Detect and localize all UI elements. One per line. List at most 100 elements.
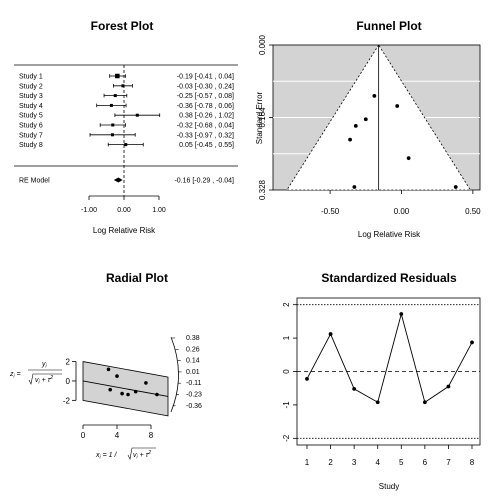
residuals-x-tick-label: 5 — [399, 458, 404, 467]
residuals-y-tick-label: 1 — [282, 335, 291, 340]
residuals-y-tick-label: 0 — [282, 369, 291, 374]
residuals-point — [328, 332, 333, 336]
radial-arc — [170, 336, 179, 413]
radial-arc-label: -0.23 — [186, 392, 202, 399]
forest-x-tick-label: -1.00 — [81, 207, 97, 214]
funnel-y-tick-label: 0.000 — [258, 34, 267, 55]
radial-point — [155, 392, 159, 397]
funnel-title: Funnel Plot — [356, 19, 421, 33]
forest-x-tick-label: 0.00 — [117, 207, 131, 214]
forest-estimate-marker — [115, 73, 120, 79]
funnel-point — [363, 117, 368, 122]
radial-ylabel-formula: zi = yi vi + τ2 — [9, 361, 62, 386]
radial-title: Radial Plot — [106, 271, 168, 285]
forest-summary-label: RE Model — [19, 178, 50, 185]
svg-text:vi + τ2: vi + τ2 — [133, 450, 151, 461]
radial-arc-label: -0.36 — [186, 403, 202, 410]
forest-row: Study 2 -0.03 [-0.30 , 0.24] — [19, 83, 234, 90]
funnel-point — [406, 156, 411, 161]
funnel-plot: Funnel Plot -0.50 0.00 0.50 0.000 0.164 0.328… — [255, 19, 481, 239]
forest-estimate-text: -0.36 [-0.78 , 0.06] — [177, 103, 234, 110]
residuals-point — [422, 400, 427, 405]
forest-study-label: Study 6 — [19, 123, 43, 130]
forest-row: Study 7 -0.33 [-0.97 , 0.32] — [19, 132, 234, 139]
radial-plot: Radial Plot 0 4 8 2 0 -2 0.38 0.26 0.14 0.01 -0.1… — [9, 271, 202, 461]
radial-fit-line — [82, 380, 169, 397]
svg-text:yi: yi — [41, 361, 48, 370]
forest-row: Study 3 -0.25 [-0.57 , 0.08] — [19, 93, 234, 100]
forest-estimate-text: -0.03 [-0.30 , 0.24] — [177, 83, 234, 90]
forest-title: Forest Plot — [91, 19, 154, 33]
residuals-xlabel: Study — [379, 482, 399, 491]
radial-point — [108, 387, 112, 392]
residuals-point — [446, 384, 451, 389]
forest-study-label: Study 1 — [19, 74, 43, 81]
radial-arc-label: -0.11 — [186, 380, 202, 387]
svg-text:zi =: zi = — [9, 371, 21, 380]
funnel-point — [348, 137, 352, 142]
forest-summary-text: -0.16 [-0.29 , -0.04] — [174, 178, 234, 185]
residuals-point — [399, 312, 404, 316]
forest-estimate-marker — [113, 94, 117, 98]
forest-estimate-text: -0.25 [-0.57 , 0.08] — [177, 93, 234, 100]
funnel-x-tick-label: 0.50 — [465, 207, 481, 216]
radial-arc-label: 0.38 — [186, 335, 200, 342]
forest-row: Study 5 0.38 [-0.26 , 1.02] — [19, 113, 234, 120]
residuals-x-tick-label: 2 — [328, 458, 333, 467]
radial-point — [115, 374, 119, 378]
radial-point — [126, 392, 130, 397]
svg-text:vi + τ2: vi + τ2 — [35, 375, 53, 386]
radial-y-tick-label: 0 — [66, 377, 71, 386]
residuals-y-tick-label: -2 — [282, 434, 291, 442]
forest-row: Study 4 -0.36 [-0.78 , 0.06] — [19, 103, 234, 110]
radial-x-tick-label: 0 — [81, 431, 86, 440]
funnel-point — [353, 123, 358, 128]
residuals-point — [352, 386, 357, 391]
forest-estimate-text: -0.19 [-0.41 , 0.04] — [177, 74, 234, 81]
residuals-x-tick-label: 7 — [446, 458, 451, 467]
forest-study-label: Study 3 — [19, 93, 43, 100]
forest-estimate-text: 0.05 [-0.45 , 0.55] — [179, 142, 234, 149]
forest-estimate-text: -0.32 [-0.68 , 0.04] — [177, 123, 234, 130]
forest-estimate-marker — [124, 143, 128, 147]
forest-estimate-marker — [135, 113, 139, 117]
forest-x-tick-label: 1.00 — [152, 207, 166, 214]
radial-point — [106, 367, 111, 372]
forest-study-label: Study 8 — [19, 142, 43, 149]
residuals-point — [470, 340, 474, 345]
forest-study-label: Study 2 — [19, 83, 43, 90]
forest-x-axis: -1.00 0.00 1.00 — [81, 195, 166, 214]
radial-y-tick-label: -2 — [63, 396, 71, 405]
funnel-point — [352, 185, 357, 189]
funnel-x-tick-label: -0.50 — [321, 207, 340, 216]
funnel-xlabel: Log Relative Risk — [358, 230, 421, 239]
funnel-x-tick-label: 0.00 — [394, 207, 410, 216]
radial-xlabel-formula: xi = 1 / vi + τ2 — [95, 447, 156, 461]
funnel-y-tick-label: 0.328 — [258, 179, 267, 200]
radial-point — [144, 381, 148, 385]
radial-arc-label: 0.14 — [186, 358, 200, 365]
radial-arc-label: 0.01 — [186, 369, 200, 376]
forest-plot: Forest Plot Study 1 -0.19 [-0.41 , 0.04] S… — [14, 19, 238, 235]
residuals-line — [306, 312, 473, 403]
residuals-x-tick-label: 6 — [423, 458, 428, 467]
residuals-x-tick-label: 3 — [352, 458, 357, 467]
forest-estimate-text: -0.33 [-0.97 , 0.32] — [177, 132, 234, 139]
funnel-point — [372, 93, 377, 98]
forest-summary-diamond — [113, 177, 123, 183]
forest-summary-row: RE Model -0.16 [-0.29 , -0.04] — [19, 177, 234, 185]
funnel-point — [453, 185, 458, 189]
funnel-point — [395, 104, 400, 108]
residuals-point — [305, 376, 309, 381]
radial-point — [120, 391, 124, 396]
forest-study-label: Study 4 — [19, 103, 43, 110]
forest-estimate-marker — [109, 103, 113, 107]
residuals-x-tick-label: 1 — [305, 458, 310, 467]
residuals-x-tick-label: 4 — [375, 458, 380, 467]
forest-estimate-marker — [111, 123, 115, 127]
forest-estimate-marker — [110, 133, 114, 137]
residuals-plot: Standardized Residuals 1 2 3 4 5 6 7 8 2 1 0 -1 -2 S… — [282, 271, 481, 491]
radial-point — [133, 389, 138, 394]
forest-xlabel: Log Relative Risk — [93, 226, 156, 235]
forest-row: Study 8 0.05 [-0.45 , 0.55] — [19, 142, 234, 149]
